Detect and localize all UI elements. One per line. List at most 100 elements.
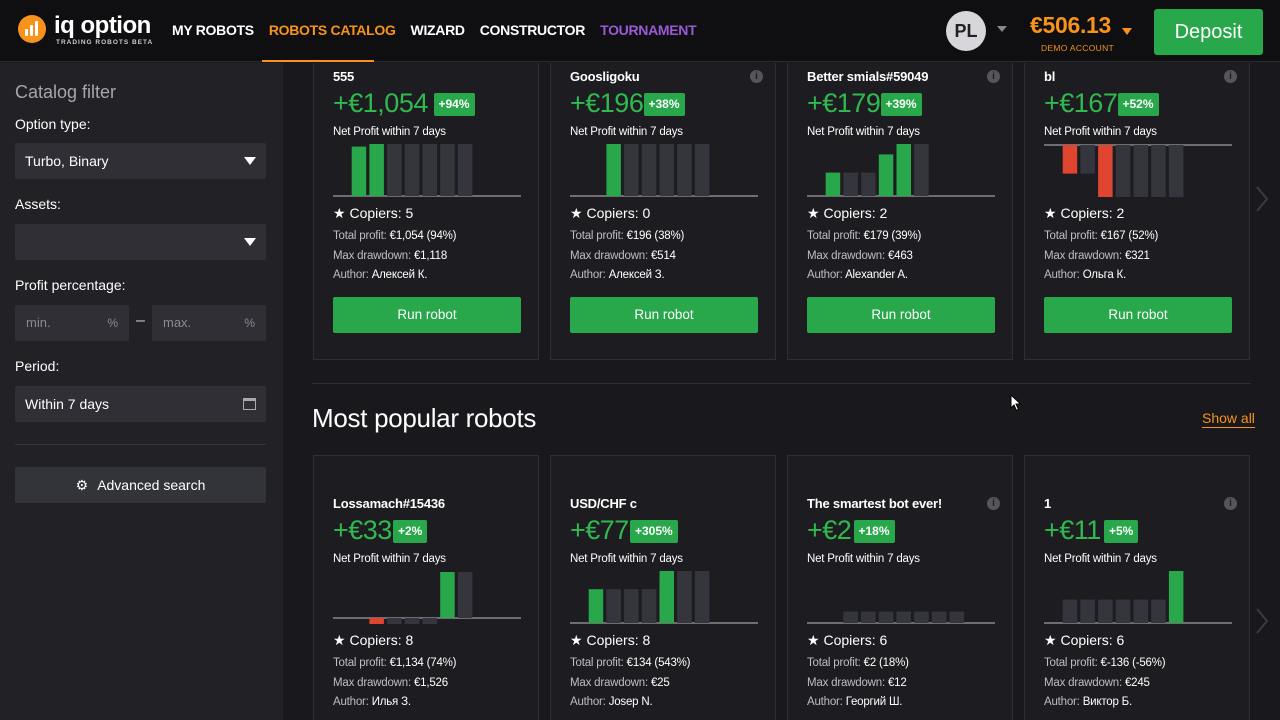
author-label: Author: (570, 696, 606, 708)
chart-bar (1133, 145, 1148, 197)
info-icon[interactable]: i (987, 497, 1000, 510)
total-profit-value: €179 (39%) (863, 230, 922, 242)
author: Author: Alexander A. (807, 269, 908, 281)
max-drawdown-label: Max drawdown: (570, 677, 648, 689)
chart-bar (878, 154, 894, 196)
chart-bar (1168, 571, 1184, 623)
max-drawdown-value: €245 (1124, 677, 1150, 689)
total-profit-label: Total profit: (570, 657, 624, 669)
author-label: Author: (807, 696, 843, 708)
chart-bar (1080, 145, 1095, 174)
chart-bar (1080, 599, 1095, 623)
max-drawdown-value: €514 (650, 250, 676, 262)
logo[interactable]: iq option TRADING ROBOTS BETA (18, 12, 158, 48)
robot-card[interactable]: bl i +€167 +52% Net Profit within 7 days ★ Co… (1024, 63, 1250, 360)
account-balance[interactable]: €506.13 (1030, 12, 1112, 38)
author-value: Георгий Ш. (845, 696, 903, 708)
profit-percent-badge: +18% (853, 520, 895, 543)
deposit-button[interactable]: Deposit (1154, 9, 1263, 55)
chart-bar (931, 611, 947, 623)
max-drawdown: Max drawdown: €25 (570, 677, 670, 689)
copiers-count: ★ Copiers: 8 (333, 632, 413, 649)
avatar[interactable]: PL (946, 11, 986, 51)
copiers-label: Copiers: (823, 632, 880, 648)
robot-card[interactable]: Lossamach#15436 +€33 +2% Net Profit within … (313, 455, 539, 720)
copiers-label: Copiers: (586, 205, 643, 221)
period-select[interactable]: Within 7 days (15, 386, 266, 422)
nav-wizard[interactable]: WIZARD (410, 22, 465, 38)
run-robot-button[interactable]: Run robot (807, 297, 995, 333)
robot-card[interactable]: 555 +€1,054 +94% Net Profit within 7 days ★ … (313, 63, 539, 360)
total-profit: Total profit: €1,054 (94%) (333, 230, 457, 242)
star-icon: ★ (570, 205, 587, 221)
robot-card[interactable]: The smartest bot ever! i +€2 +18% Net Profit… (787, 455, 1013, 720)
run-robot-button[interactable]: Run robot (1044, 297, 1232, 333)
logo-mark-icon (18, 15, 46, 43)
option-type-select[interactable]: Turbo, Binary (15, 143, 266, 179)
chart-bar (404, 144, 420, 196)
chart-bar (606, 144, 621, 196)
star-icon: ★ (1044, 205, 1061, 221)
net-profit-label: Net Profit within 7 days (807, 553, 920, 565)
nav-my-robots[interactable]: MY ROBOTS (172, 22, 254, 38)
copiers-label: Copiers: (349, 632, 406, 648)
balance-chevron-down-icon[interactable] (1122, 28, 1132, 35)
show-all-link[interactable]: Show all (1202, 410, 1255, 428)
max-drawdown-value: €12 (887, 677, 907, 689)
next-arrow-icon[interactable] (1255, 185, 1269, 213)
profit-bar-chart (807, 611, 995, 624)
next-arrow-icon[interactable] (1255, 607, 1269, 635)
max-drawdown: Max drawdown: €12 (807, 677, 907, 689)
max-drawdown-label: Max drawdown: (807, 677, 885, 689)
robot-net-profit: +€196 (570, 88, 644, 118)
dropdown-caret-icon (244, 157, 256, 165)
robot-card[interactable]: Goosligoku i +€196 +38% Net Profit within 7 … (550, 63, 776, 360)
author: Author: Виктор Б. (1044, 696, 1132, 708)
profit-bar-chart (1044, 144, 1232, 197)
nav-robots-catalog[interactable]: ROBOTS CATALOG (268, 22, 396, 38)
total-profit-label: Total profit: (807, 230, 861, 242)
robot-net-profit: +€1,054 (333, 88, 428, 118)
run-robot-button[interactable]: Run robot (570, 297, 758, 333)
copiers-label: Copiers: (1060, 632, 1117, 648)
author-value: Алексей З. (608, 269, 665, 281)
chart-bar (861, 611, 876, 623)
robot-card[interactable]: Better smials#59049 i +€179 +39% Net Profit … (787, 63, 1013, 360)
copiers-count: ★ Copiers: 6 (1044, 632, 1124, 649)
profit-percent-badge: +39% (880, 93, 922, 116)
profit-max-input[interactable]: max. % (152, 305, 266, 341)
assets-select[interactable] (15, 224, 266, 260)
chart-bar (1115, 145, 1131, 197)
profit-percent-badge: +5% (1104, 520, 1139, 543)
robot-card[interactable]: USD/CHF c +€77 +305% Net Profit within 7 da… (550, 455, 776, 720)
chevron-down-icon[interactable] (997, 26, 1007, 32)
chart-bar (588, 589, 604, 623)
info-icon[interactable]: i (1224, 497, 1237, 510)
author-value: Ольга К. (1082, 269, 1127, 281)
info-icon[interactable]: i (1224, 70, 1237, 83)
total-profit-label: Total profit: (333, 230, 387, 242)
advanced-search-button[interactable]: ⚙ Advanced search (15, 467, 266, 503)
profit-min-input[interactable]: min. % (15, 305, 129, 341)
chart-bar (1062, 599, 1078, 623)
chart-bar (825, 172, 841, 196)
copiers-count: ★ Copiers: 0 (570, 205, 650, 222)
robot-name: 555 (333, 69, 355, 84)
info-icon[interactable]: i (987, 70, 1000, 83)
nav-tournament[interactable]: TOURNAMENT (600, 22, 697, 38)
info-icon[interactable]: i (750, 70, 763, 83)
robot-card[interactable]: 1 i +€11 +5% Net Profit within 7 days ★ Copie… (1024, 455, 1250, 720)
nav-constructor[interactable]: CONSTRUCTOR (479, 22, 586, 38)
divider (15, 444, 266, 445)
chart-bar (422, 618, 437, 624)
author: Author: Георгий Ш. (807, 696, 903, 708)
chart-bar (1098, 145, 1113, 197)
logo-text: iq option (54, 12, 151, 39)
profit-percent-badge: +52% (1117, 93, 1159, 116)
profit-bar-chart (333, 144, 521, 197)
section-title: Most popular robots (312, 403, 537, 433)
chart-bar (440, 572, 455, 618)
max-drawdown-value: €463 (887, 250, 913, 262)
profit-percentage-label: Profit percentage: (15, 277, 126, 293)
run-robot-button[interactable]: Run robot (333, 297, 521, 333)
